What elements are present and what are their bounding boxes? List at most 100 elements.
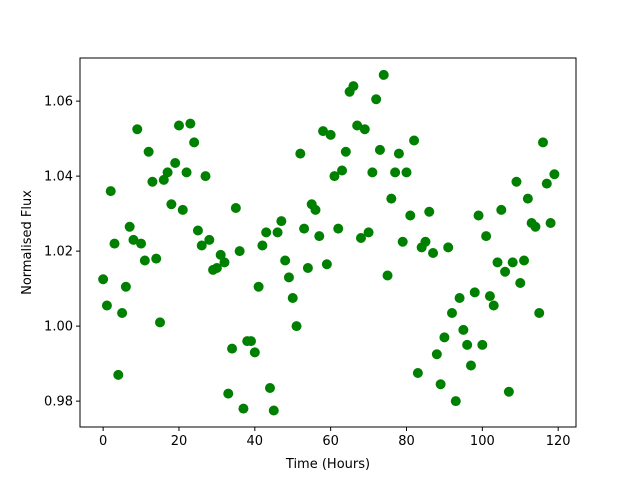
data-point [128,234,139,245]
data-point [462,339,473,350]
data-point [443,242,454,253]
data-point [371,94,382,105]
data-point [397,236,408,247]
x-tick-label: 100 [470,434,495,449]
data-point [101,300,112,311]
y-axis-label: Normalised Flux [20,190,35,295]
data-point [435,379,446,390]
data-point [329,171,340,182]
data-point [287,293,298,303]
x-axis: 0 20 40 60 80 100 120 [99,427,571,449]
data-point [177,204,188,215]
x-tick-label: 20 [171,434,188,449]
data-point [98,274,109,285]
data-point [280,255,291,266]
data-point [337,165,348,176]
data-point [348,81,359,92]
data-point [295,148,306,159]
data-point [469,287,480,298]
data-point [431,349,442,360]
data-point [246,336,257,347]
data-point [109,238,120,249]
data-point [132,124,143,135]
data-point [264,383,275,393]
data-point [272,227,283,238]
data-point [439,332,450,343]
data-point [136,238,147,249]
data-point [117,308,128,318]
data-point [257,240,268,251]
data-point [428,248,439,258]
data-point [223,388,234,399]
data-point [170,158,181,168]
data-point [189,137,200,148]
data-point [299,223,310,234]
data-point [268,405,279,416]
data-point [340,146,351,157]
y-tick-label: 1.00 [44,320,73,335]
data-point [162,167,173,178]
data-point [230,203,241,213]
data-point [124,221,135,232]
x-axis-label: Time (Hours) [285,457,370,472]
data-point [227,343,238,354]
data-point [458,324,469,335]
points-layer [98,69,560,416]
data-point [204,234,215,245]
data-point [200,171,211,182]
data-point [215,249,226,260]
data-point [302,263,313,273]
data-point [511,176,522,187]
x-tick-label: 80 [398,434,415,449]
data-point [192,225,203,236]
data-point [166,199,177,210]
data-point [507,257,518,268]
data-point [393,148,404,159]
x-tick-label: 0 [99,434,107,449]
data-point [519,255,530,266]
data-point [424,206,435,217]
data-point [477,339,488,350]
data-point [276,216,287,227]
data-point [382,270,393,281]
data-point [211,263,222,273]
x-tick-label: 120 [546,434,571,449]
y-tick-label: 1.04 [44,170,73,185]
data-point [105,186,116,197]
y-tick-label: 1.06 [44,95,73,110]
data-point [355,233,366,243]
data-point [333,223,344,234]
data-point [219,257,230,268]
data-point [120,281,131,292]
y-tick-label: 0.98 [44,395,73,410]
data-point [465,360,476,371]
data-point [253,281,264,292]
data-point [196,240,207,251]
data-point [409,135,420,146]
data-point [314,231,325,242]
data-point [283,272,294,283]
plot-frame [79,57,577,428]
data-point [488,300,499,311]
data-point [534,308,545,318]
data-point [454,293,465,303]
data-point [492,257,503,268]
data-point [367,167,378,178]
data-point [549,169,560,180]
data-point [291,321,302,332]
data-point [541,178,552,189]
data-point [496,204,507,215]
y-axis: 0.98 1.00 1.02 1.04 1.06 [44,95,80,410]
data-point [113,369,124,380]
data-point [310,204,321,215]
data-point [321,259,332,270]
data-point [318,126,329,137]
data-point [181,167,192,178]
data-point [450,396,461,407]
y-tick-label: 1.02 [44,245,73,260]
data-point [405,210,416,221]
data-point [500,266,511,277]
data-point [473,210,484,221]
data-point [151,253,162,264]
data-point [503,386,514,397]
